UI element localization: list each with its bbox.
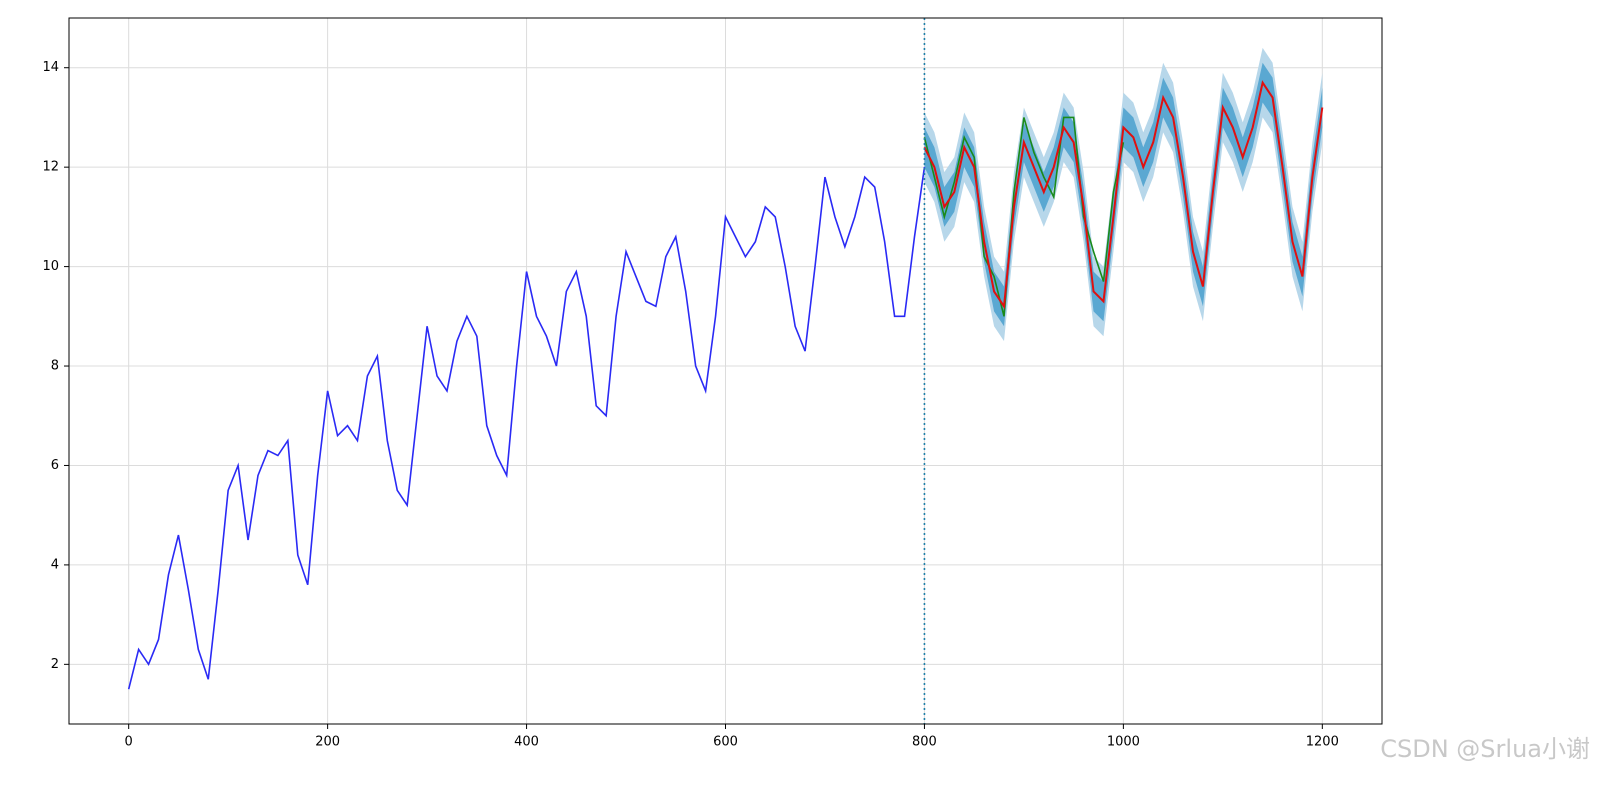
y-tick-label: 12 [42, 160, 59, 175]
watermark: CSDN @Srlua小谢 [1380, 735, 1590, 763]
series-line [127, 167, 926, 690]
y-tick-label: 4 [51, 557, 59, 572]
y-tick-label: 14 [42, 60, 59, 75]
plot-frame [68, 17, 1383, 725]
x-tick-label: 1000 [1107, 735, 1140, 750]
y-tick-label: 2 [51, 657, 59, 672]
x-tick-label: 1200 [1306, 735, 1339, 750]
x-tick-label: 400 [514, 735, 539, 750]
series-line [923, 116, 1125, 317]
x-tick-label: 600 [713, 735, 738, 750]
x-tick-label: 200 [315, 735, 340, 750]
y-tick-label: 10 [42, 259, 59, 274]
y-tick-label: 6 [51, 458, 59, 473]
y-tick-label: 8 [51, 359, 59, 374]
series-line [923, 80, 1324, 310]
x-tick-label: 0 [125, 735, 133, 750]
x-tick-label: 800 [912, 735, 937, 750]
confidence-band [924, 62, 1323, 327]
